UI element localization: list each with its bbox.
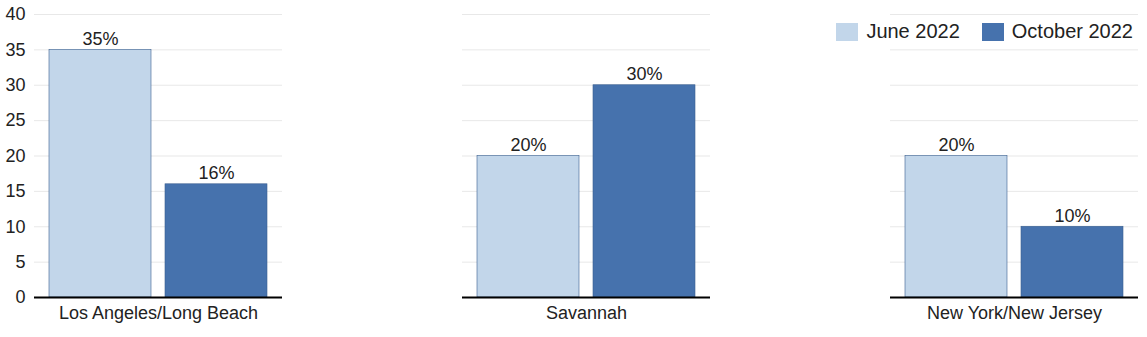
svg-text:35%: 35% — [82, 29, 118, 49]
svg-text:15: 15 — [5, 181, 25, 201]
svg-text:16%: 16% — [198, 163, 234, 183]
svg-text:20: 20 — [5, 146, 25, 166]
html-text:October 2022: October 2022 — [1011, 20, 1133, 42]
svg-text:40: 40 — [5, 4, 25, 24]
svg-text:35: 35 — [5, 40, 25, 60]
svg-text:New York/New Jersey: New York/New Jersey — [927, 303, 1102, 323]
svg-text:Savannah: Savannah — [546, 303, 627, 323]
svg-text:10: 10 — [5, 217, 25, 237]
svg-text:25: 25 — [5, 110, 25, 130]
svg-text:20%: 20% — [938, 135, 974, 155]
svg-text:Los Angeles/Long Beach: Los Angeles/Long Beach — [59, 303, 258, 323]
svg-text:0: 0 — [15, 287, 25, 307]
svg-text:5: 5 — [15, 252, 25, 272]
svg-text:10%: 10% — [1054, 206, 1090, 226]
svg-text:30: 30 — [5, 75, 25, 95]
svg-text:20%: 20% — [510, 135, 546, 155]
svg-text:30%: 30% — [626, 64, 662, 84]
html-text:June 2022: June 2022 — [866, 20, 960, 42]
